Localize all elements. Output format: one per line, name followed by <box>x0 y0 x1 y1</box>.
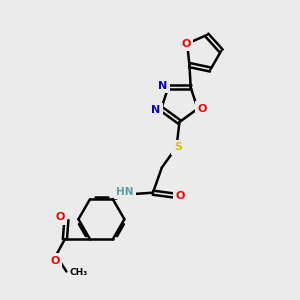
Text: O: O <box>181 39 190 49</box>
Text: S: S <box>174 142 182 152</box>
Text: O: O <box>197 104 207 114</box>
Text: CH₃: CH₃ <box>69 268 88 278</box>
Text: O: O <box>50 256 60 266</box>
Text: HN: HN <box>116 187 134 197</box>
Text: O: O <box>55 212 64 222</box>
Text: O: O <box>176 190 185 201</box>
Text: N: N <box>158 81 167 91</box>
Text: N: N <box>151 105 160 115</box>
